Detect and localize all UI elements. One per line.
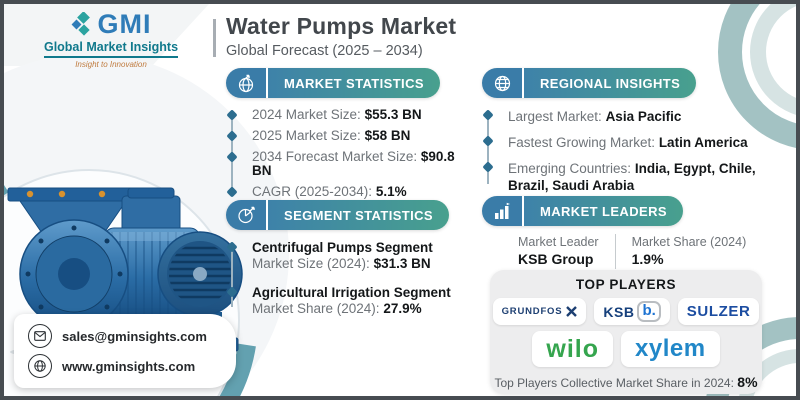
grundfos-logo: GRUNDFOS <box>492 298 587 325</box>
section-heading: MARKET STATISTICS <box>268 68 440 98</box>
globe-icon <box>28 354 52 378</box>
section-heading: REGIONAL INSIGHTS <box>524 68 697 98</box>
top-players-panel: TOP PLAYERS GRUNDFOS KSB b. SULZER wilo … <box>490 270 762 394</box>
market-leaders-header: MARKET LEADERS <box>482 196 683 226</box>
stat-item: Centrifugal Pumps Segment Market Size (2… <box>228 240 472 272</box>
logo-tagline: Insight to Innovation <box>75 60 147 69</box>
top-players-footer: Top Players Collective Market Share in 2… <box>494 374 758 390</box>
market-statistics-header: MARKET STATISTICS <box>226 68 440 98</box>
stat-item: Agricultural Irrigation Segment Market S… <box>228 285 472 317</box>
segment-statistics-header: SEGMENT STATISTICS <box>226 200 450 230</box>
gmi-logo: GMI Global Market Insights Insight to In… <box>18 11 204 69</box>
top-players-heading: TOP PLAYERS <box>575 277 677 292</box>
stat-item: CAGR (2025-2034): 5.1% <box>228 185 472 199</box>
section-market-leaders: MARKET LEADERS Market Leader KSB Group M… <box>482 196 782 269</box>
section-market-statistics: MARKET STATISTICS 2024 Market Size: $55.… <box>226 68 472 206</box>
grundfos-mark-icon <box>566 306 578 317</box>
sulzer-logo: SULZER <box>677 298 760 325</box>
stat-item: 2034 Forecast Market Size: $90.8 BN <box>228 150 472 178</box>
section-heading: MARKET LEADERS <box>524 196 683 226</box>
logo-text: GMI <box>97 9 152 39</box>
title-divider <box>213 19 216 57</box>
ksb-b-glyph: b. <box>637 300 661 323</box>
logo-company-name: Global Market Insights <box>43 40 179 58</box>
vertical-divider <box>614 234 616 269</box>
leader-bar-chart-icon <box>482 196 524 226</box>
email-icon <box>28 324 52 348</box>
section-regional-insights: REGIONAL INSIGHTS Largest Market: Asia P… <box>482 68 796 203</box>
stat-item: 2025 Market Size: $58 BN <box>228 129 472 143</box>
contact-email[interactable]: sales@gminsights.com <box>28 321 236 351</box>
contact-card: sales@gminsights.com www.gminsights.com <box>14 314 236 388</box>
stat-item: Emerging Countries: India, Egypt, Chile,… <box>484 160 796 194</box>
regional-insights-header: REGIONAL INSIGHTS <box>482 68 697 98</box>
wilo-logo: wilo <box>532 331 614 367</box>
stat-item: 2024 Market Size: $55.3 BN <box>228 108 472 122</box>
globe-grid-icon <box>482 68 524 98</box>
market-leader-block: Market Leader KSB Group <box>518 235 599 267</box>
page-subtitle: Global Forecast (2025 – 2034) <box>226 43 423 59</box>
pie-chart-search-icon <box>226 200 268 230</box>
xylem-logo: xylem <box>621 331 720 367</box>
stat-item: Fastest Growing Market: Latin America <box>484 134 796 151</box>
ksb-logo: KSB b. <box>594 298 670 325</box>
gmi-diamond-icon <box>71 11 90 36</box>
stat-item: Largest Market: Asia Pacific <box>484 108 796 125</box>
market-share-block: Market Share (2024) 1.9% <box>631 235 747 267</box>
section-segment-statistics: SEGMENT STATISTICS Centrifugal Pumps Seg… <box>226 200 472 330</box>
page-title: Water Pumps Market <box>226 13 457 39</box>
section-heading: SEGMENT STATISTICS <box>268 200 450 230</box>
globe-growth-icon <box>226 68 268 98</box>
contact-website[interactable]: www.gminsights.com <box>28 351 236 381</box>
